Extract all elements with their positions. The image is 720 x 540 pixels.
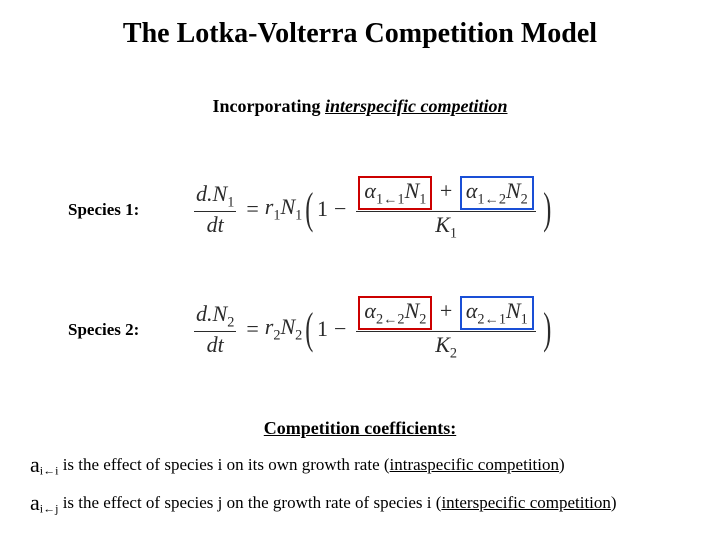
lparen-icon: (	[306, 187, 314, 231]
slide: The Lotka-Volterra Competition Model Inc…	[0, 0, 720, 540]
eq2-term-inter: α2←1N1	[460, 296, 534, 330]
eq1-bigfrac: α1←1N1 + α1←2N2 K1	[356, 176, 535, 242]
eq2-r: r2	[265, 314, 281, 344]
equation-1: d.N1 dt = r1 N1 ( 1 − α1←1N1 + α1←2N2	[190, 176, 554, 242]
eq2-dndt: d.N2 dt	[194, 302, 236, 356]
eq1-dndt: d.N1 dt	[194, 182, 236, 236]
eq1-term-intra: α1←1N1	[358, 176, 432, 210]
bullet-inter: ai←j is the effect of species j on the g…	[30, 490, 617, 516]
rparen-icon: )	[543, 187, 551, 231]
eq1-N: N1	[280, 194, 302, 224]
equation-2: d.N2 dt = r2 N2 ( 1 − α2←2N2 + α2←1N1	[190, 296, 554, 362]
rparen-icon: )	[543, 307, 551, 351]
subtitle-lead: Incorporating	[213, 96, 326, 116]
bullet-intra: ai←i is the effect of species i on its o…	[30, 452, 565, 478]
eq1-term-inter: α1←2N2	[460, 176, 534, 210]
eq2-bigfrac: α2←2N2 + α2←1N1 K2	[356, 296, 535, 362]
alpha-icon: a	[30, 490, 40, 515]
lparen-icon: (	[306, 307, 314, 351]
page-title: The Lotka-Volterra Competition Model	[0, 18, 720, 50]
subtitle-underline: interspecific competition	[325, 96, 507, 116]
eq2-N: N2	[280, 314, 302, 344]
eq1-r: r1	[265, 194, 281, 224]
subtitle: Incorporating interspecific competition	[0, 96, 720, 117]
eq2-term-intra: α2←2N2	[358, 296, 432, 330]
alpha-icon: a	[30, 452, 40, 477]
species-2-label: Species 2:	[68, 320, 139, 340]
species-1-label: Species 1:	[68, 200, 139, 220]
coefficients-heading: Competition coefficients:	[0, 418, 720, 439]
